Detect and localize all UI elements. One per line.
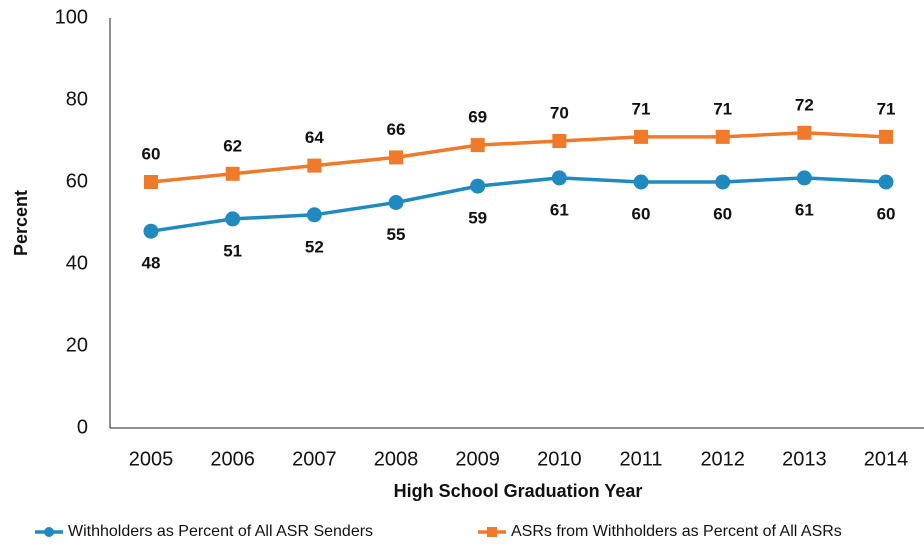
data-point	[307, 158, 322, 173]
y-tick-label: 60	[66, 170, 88, 192]
data-point	[143, 223, 159, 239]
data-point	[144, 175, 158, 189]
y-tick-label: 20	[66, 334, 88, 356]
data-label: 60	[632, 204, 651, 223]
x-tick-label: 2013	[782, 448, 827, 470]
data-label: 61	[550, 200, 569, 219]
x-tick-label: 2010	[537, 448, 582, 470]
x-axis-title: High School Graduation Year	[394, 481, 643, 501]
data-label: 66	[387, 120, 406, 139]
data-point	[715, 129, 730, 144]
x-tick-label: 2012	[700, 448, 745, 470]
data-point	[796, 170, 812, 186]
data-label: 60	[142, 144, 161, 163]
data-point	[715, 174, 731, 190]
data-label: 62	[223, 136, 242, 155]
data-point	[470, 178, 486, 194]
series-line	[150, 176, 887, 233]
x-tick-label: 2005	[129, 448, 174, 470]
legend-label: ASRs from Withholders as Percent of All …	[511, 523, 842, 540]
data-point	[225, 211, 241, 227]
data-label: 64	[305, 128, 324, 147]
legend-label: Withholders as Percent of All ASR Sender…	[68, 523, 373, 540]
data-point	[797, 125, 812, 140]
y-tick-label: 100	[55, 6, 88, 28]
data-label: 59	[468, 209, 487, 228]
x-tick-label: 2007	[292, 448, 337, 470]
data-label: 70	[550, 103, 569, 122]
data-label: 71	[877, 99, 896, 118]
y-axis-title: Percent	[11, 190, 31, 256]
y-tick-label: 80	[66, 88, 88, 110]
data-point	[633, 174, 649, 190]
data-label: 61	[795, 200, 814, 219]
x-tick-label: 2006	[210, 448, 255, 470]
legend-marker	[487, 527, 497, 537]
data-point	[552, 134, 567, 148]
data-label: 69	[468, 108, 487, 127]
data-point	[634, 129, 649, 144]
x-tick-label: 2011	[620, 448, 663, 470]
x-tick-label: 2014	[864, 448, 909, 470]
x-tick-label: 2009	[455, 448, 500, 470]
data-label: 71	[713, 99, 732, 118]
data-point	[388, 195, 404, 210]
data-point	[879, 129, 894, 144]
data-label: 60	[713, 204, 732, 223]
data-label: 51	[223, 241, 242, 260]
data-label: 48	[142, 254, 161, 273]
data-point	[470, 138, 485, 153]
y-tick-label: 40	[66, 252, 88, 274]
x-tick-label: 2008	[374, 448, 419, 470]
y-tick-label: 0	[77, 416, 88, 438]
data-point	[389, 150, 404, 165]
data-point	[878, 174, 894, 190]
data-label: 72	[795, 95, 814, 114]
legend-marker	[44, 527, 54, 537]
data-label: 71	[632, 99, 651, 118]
data-label: 60	[877, 204, 896, 223]
data-label: 55	[387, 225, 406, 244]
series-line	[150, 131, 887, 184]
data-point	[225, 166, 240, 181]
data-point	[306, 207, 322, 223]
data-label: 52	[305, 237, 324, 256]
data-point	[551, 170, 567, 186]
